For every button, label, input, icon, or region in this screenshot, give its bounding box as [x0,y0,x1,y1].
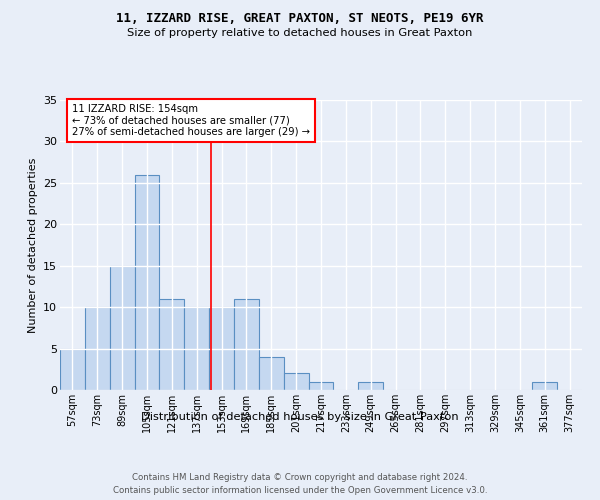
Bar [184,307,209,390]
Text: 11 IZZARD RISE: 154sqm
← 73% of detached houses are smaller (77)
27% of semi-det: 11 IZZARD RISE: 154sqm ← 73% of detached… [73,104,310,138]
Text: 11, IZZARD RISE, GREAT PAXTON, ST NEOTS, PE19 6YR: 11, IZZARD RISE, GREAT PAXTON, ST NEOTS,… [116,12,484,26]
Text: Contains HM Land Registry data © Crown copyright and database right 2024.: Contains HM Land Registry data © Crown c… [132,472,468,482]
Bar [134,174,160,390]
Bar [358,382,383,390]
Text: Distribution of detached houses by size in Great Paxton: Distribution of detached houses by size … [141,412,459,422]
Bar [60,348,85,390]
Bar [284,374,308,390]
Bar [85,307,110,390]
Bar [308,382,334,390]
Bar [259,357,284,390]
Y-axis label: Number of detached properties: Number of detached properties [28,158,38,332]
Text: Size of property relative to detached houses in Great Paxton: Size of property relative to detached ho… [127,28,473,38]
Bar [160,299,184,390]
Bar [209,307,234,390]
Text: Contains public sector information licensed under the Open Government Licence v3: Contains public sector information licen… [113,486,487,495]
Bar [234,299,259,390]
Bar [110,266,134,390]
Bar [532,382,557,390]
